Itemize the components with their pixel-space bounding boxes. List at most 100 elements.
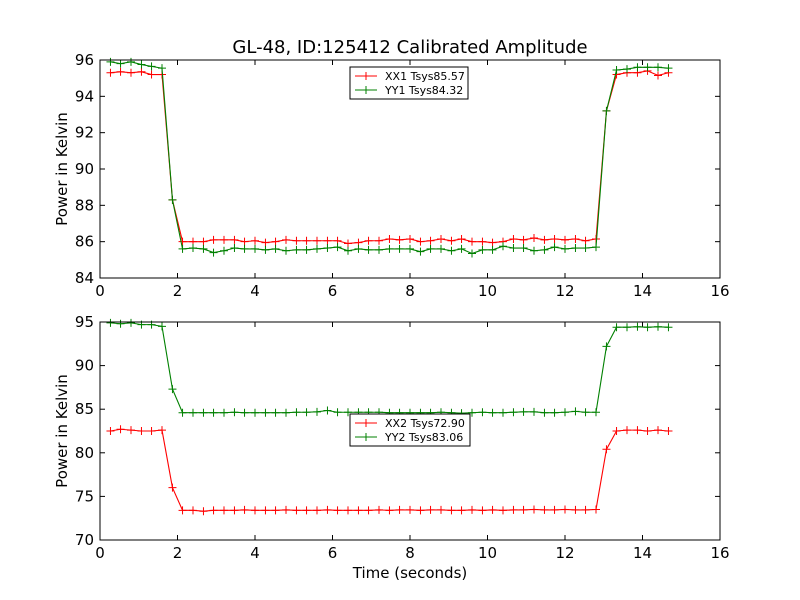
data-point xyxy=(654,426,662,435)
data-point xyxy=(519,407,528,416)
data-point xyxy=(209,506,218,515)
data-point xyxy=(571,407,580,416)
data-point xyxy=(592,243,600,252)
data-point xyxy=(313,236,321,245)
data-point xyxy=(612,65,621,74)
legend-marker xyxy=(362,86,370,94)
data-point xyxy=(664,64,673,73)
data-point xyxy=(664,323,673,332)
data-point xyxy=(313,407,321,416)
data-point xyxy=(230,244,239,253)
data-point xyxy=(220,506,228,515)
y-axis-label: Power in Kelvin xyxy=(53,112,71,226)
data-point xyxy=(416,506,425,515)
data-point xyxy=(561,244,569,253)
data-point xyxy=(302,245,311,254)
x-tick-label: 10 xyxy=(478,282,497,300)
x-tick-label: 6 xyxy=(328,282,338,300)
data-point xyxy=(302,408,311,417)
data-point xyxy=(612,323,621,332)
data-point xyxy=(137,60,146,69)
legend-label: YY2 Tsys83.06 xyxy=(384,431,463,444)
data-point xyxy=(230,235,239,244)
data-point xyxy=(158,64,166,73)
data-point xyxy=(354,244,363,253)
data-point xyxy=(302,506,311,515)
data-point xyxy=(550,408,559,417)
data-point xyxy=(178,408,187,417)
data-point xyxy=(199,507,208,516)
data-point xyxy=(561,235,569,244)
legend-label: XX2 Tsys72.90 xyxy=(385,417,465,430)
data-point xyxy=(633,426,642,435)
x-tick-label: 8 xyxy=(405,282,415,300)
legend-marker xyxy=(362,419,370,427)
data-point xyxy=(530,407,538,416)
data-point xyxy=(581,244,590,253)
y-tick-label: 80 xyxy=(75,444,94,462)
data-point xyxy=(571,505,580,514)
data-point xyxy=(457,234,466,243)
data-point xyxy=(643,323,652,332)
data-point xyxy=(468,249,476,258)
data-point xyxy=(137,427,146,435)
data-point xyxy=(664,427,673,435)
y-tick-label: 92 xyxy=(75,124,94,142)
data-point xyxy=(550,234,559,243)
data-point xyxy=(478,245,487,254)
data-point xyxy=(633,63,642,72)
data-point xyxy=(251,408,259,417)
data-point xyxy=(488,408,497,417)
data-point xyxy=(457,506,466,515)
data-point xyxy=(395,244,404,253)
data-point xyxy=(437,244,445,253)
x-tick-label: 4 xyxy=(250,282,260,300)
data-point xyxy=(437,234,445,243)
data-point xyxy=(375,505,383,514)
data-point xyxy=(147,427,156,435)
data-point xyxy=(106,57,115,66)
data-point xyxy=(189,506,197,515)
data-point xyxy=(550,505,559,514)
data-point xyxy=(282,505,290,514)
data-point xyxy=(220,408,228,417)
data-point xyxy=(282,235,290,244)
data-point xyxy=(416,237,425,246)
data-point xyxy=(313,506,321,515)
series-1 xyxy=(106,425,673,516)
data-point xyxy=(168,385,177,394)
data-point xyxy=(323,236,332,245)
data-point xyxy=(127,426,135,435)
data-point xyxy=(395,235,404,244)
data-point xyxy=(251,244,259,253)
x-tick-label: 10 xyxy=(478,544,497,562)
data-point xyxy=(581,505,590,514)
data-point xyxy=(137,67,146,76)
data-point xyxy=(323,505,332,514)
data-point xyxy=(364,245,373,254)
data-point xyxy=(364,236,373,245)
data-point xyxy=(116,425,125,434)
y-tick-label: 90 xyxy=(75,160,94,178)
data-point xyxy=(240,505,249,514)
data-point xyxy=(364,506,373,515)
data-point xyxy=(416,247,425,256)
series-2 xyxy=(106,318,673,418)
bottom-subplot: 0 2 4 6 8 10 12 14 16 70 75 80 85 90 95 Power in Kelvin… xyxy=(53,313,730,562)
data-point xyxy=(478,237,487,246)
data-point xyxy=(333,408,342,417)
data-point xyxy=(581,408,590,417)
data-point xyxy=(271,506,280,515)
data-point xyxy=(519,235,528,244)
data-point xyxy=(261,245,270,254)
data-point xyxy=(344,506,352,515)
x-tick-label: 0 xyxy=(95,282,105,300)
data-point xyxy=(209,235,218,244)
data-point xyxy=(447,236,456,245)
data-point xyxy=(540,235,549,244)
data-point xyxy=(437,505,445,514)
data-point xyxy=(127,57,135,66)
data-point xyxy=(592,408,600,417)
data-point xyxy=(385,506,394,515)
data-point xyxy=(654,63,662,72)
